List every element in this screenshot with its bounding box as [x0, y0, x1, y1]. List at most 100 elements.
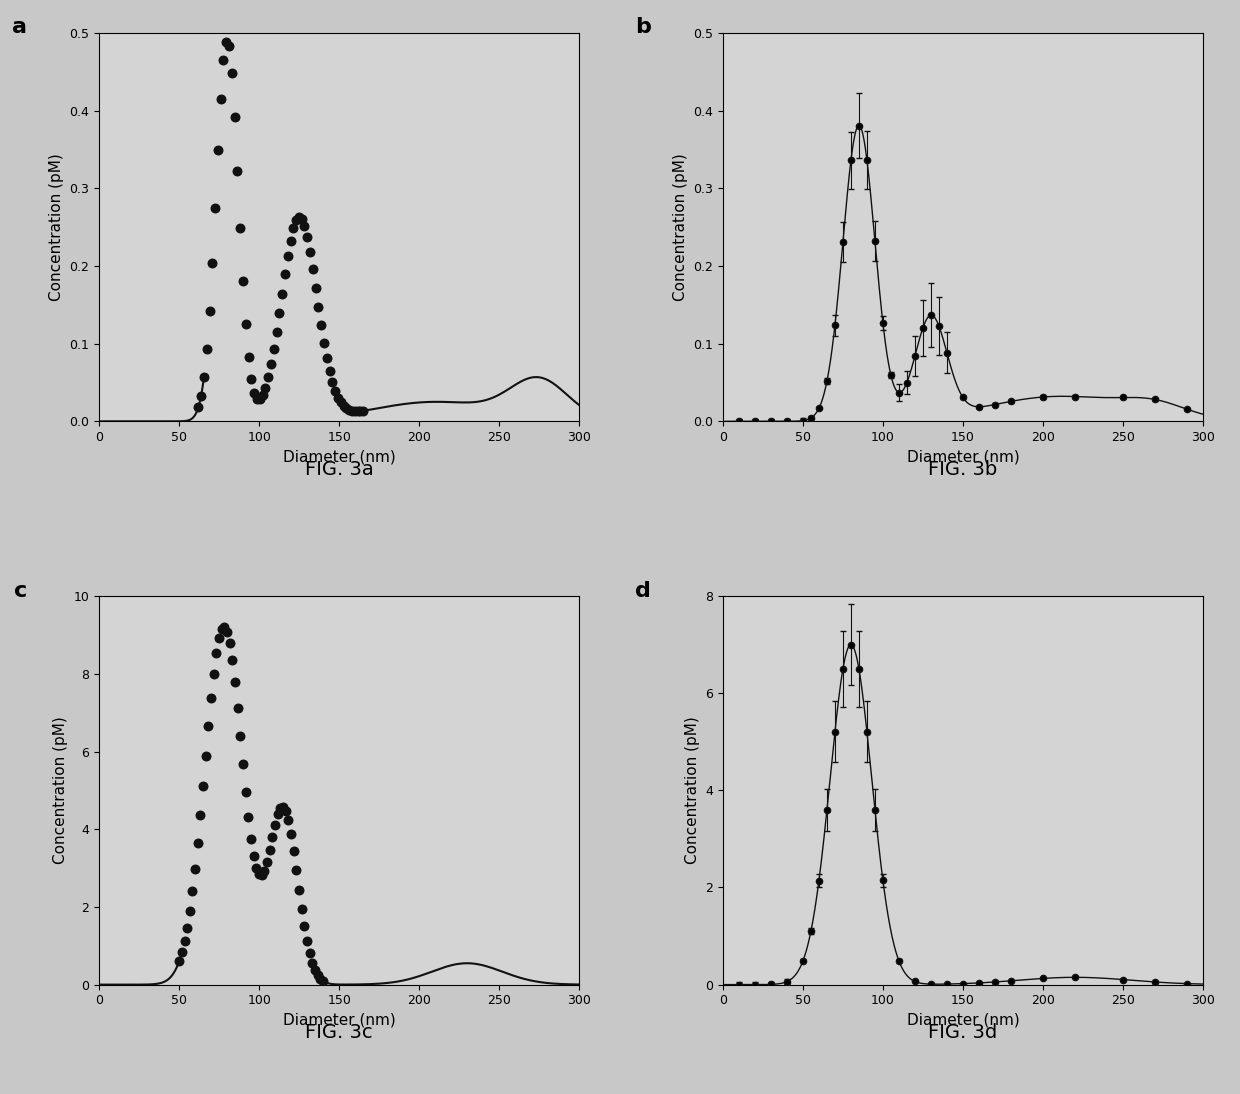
Point [334, 397, 353, 415]
Point [222, 63, 242, 81]
Point [213, 51, 233, 69]
Point [280, 232, 300, 249]
Point [182, 883, 202, 900]
X-axis label: Diameter (nm): Diameter (nm) [906, 450, 1019, 465]
Point [249, 865, 269, 883]
Point [169, 953, 188, 970]
Point [252, 866, 272, 884]
Point [244, 848, 264, 865]
Text: c: c [14, 581, 27, 601]
Text: FIG. 3b: FIG. 3b [929, 459, 997, 478]
Text: a: a [12, 18, 27, 37]
Point [306, 279, 326, 296]
Point [298, 229, 317, 246]
Point [250, 391, 270, 408]
Point [273, 284, 293, 302]
Point [254, 862, 274, 880]
Point [300, 944, 320, 962]
Point [244, 384, 264, 401]
Point [331, 394, 351, 411]
Point [279, 812, 299, 829]
Point [227, 163, 247, 181]
Point [203, 665, 223, 683]
Point [278, 247, 298, 265]
Point [222, 652, 242, 670]
Point [175, 932, 195, 950]
Point [255, 379, 275, 396]
Y-axis label: Concentration (pM): Concentration (pM) [684, 717, 699, 864]
Point [291, 210, 311, 228]
Point [210, 629, 229, 647]
Point [314, 973, 334, 990]
Point [314, 334, 334, 351]
Point [236, 783, 255, 801]
Text: FIG. 3a: FIG. 3a [305, 459, 373, 478]
Point [310, 969, 330, 987]
Point [275, 802, 295, 819]
Point [317, 349, 337, 366]
X-axis label: Diameter (nm): Diameter (nm) [283, 1013, 396, 1028]
Point [295, 918, 315, 935]
Point [267, 323, 286, 340]
Point [233, 272, 253, 290]
Point [289, 209, 309, 226]
Point [305, 961, 325, 978]
Point [215, 618, 234, 636]
Point [200, 302, 219, 319]
Point [353, 401, 373, 419]
X-axis label: Diameter (nm): Diameter (nm) [283, 450, 396, 465]
Point [263, 828, 283, 846]
Point [202, 254, 222, 271]
Point [342, 401, 362, 419]
Text: b: b [635, 18, 651, 37]
Point [270, 800, 290, 817]
Point [281, 825, 301, 842]
Y-axis label: Concentration (pM): Concentration (pM) [672, 153, 688, 301]
Point [268, 805, 288, 823]
Point [258, 369, 278, 386]
Point [309, 299, 329, 316]
Point [211, 90, 231, 107]
Point [185, 860, 205, 877]
Text: FIG. 3d: FIG. 3d [929, 1023, 997, 1041]
Point [284, 220, 304, 237]
Point [340, 401, 360, 419]
Point [193, 368, 213, 385]
Point [188, 398, 208, 416]
Point [257, 853, 277, 871]
Point [172, 944, 192, 962]
Point [231, 728, 250, 745]
Point [224, 108, 244, 126]
Point [311, 317, 331, 335]
Point [300, 243, 320, 260]
Point [253, 386, 273, 404]
Point [239, 349, 259, 366]
Point [231, 220, 250, 237]
Point [208, 142, 228, 160]
Point [191, 387, 211, 405]
Point [196, 747, 216, 765]
Point [233, 755, 253, 772]
Point [177, 919, 197, 936]
Point [269, 304, 289, 322]
Point [219, 635, 239, 652]
Point [351, 403, 371, 420]
Y-axis label: Concentration (pM): Concentration (pM) [53, 717, 68, 864]
Point [198, 718, 218, 735]
Text: d: d [635, 581, 651, 601]
Point [303, 954, 322, 971]
Point [284, 842, 304, 860]
Point [298, 932, 317, 950]
Point [201, 689, 221, 707]
Point [207, 644, 227, 662]
Point [264, 340, 284, 358]
Point [247, 859, 267, 876]
Point [329, 388, 348, 406]
Point [217, 624, 237, 641]
Text: FIG. 3c: FIG. 3c [305, 1023, 373, 1041]
Point [336, 399, 356, 417]
Point [247, 389, 267, 407]
Point [347, 403, 367, 420]
Point [205, 199, 224, 217]
Point [219, 37, 239, 55]
